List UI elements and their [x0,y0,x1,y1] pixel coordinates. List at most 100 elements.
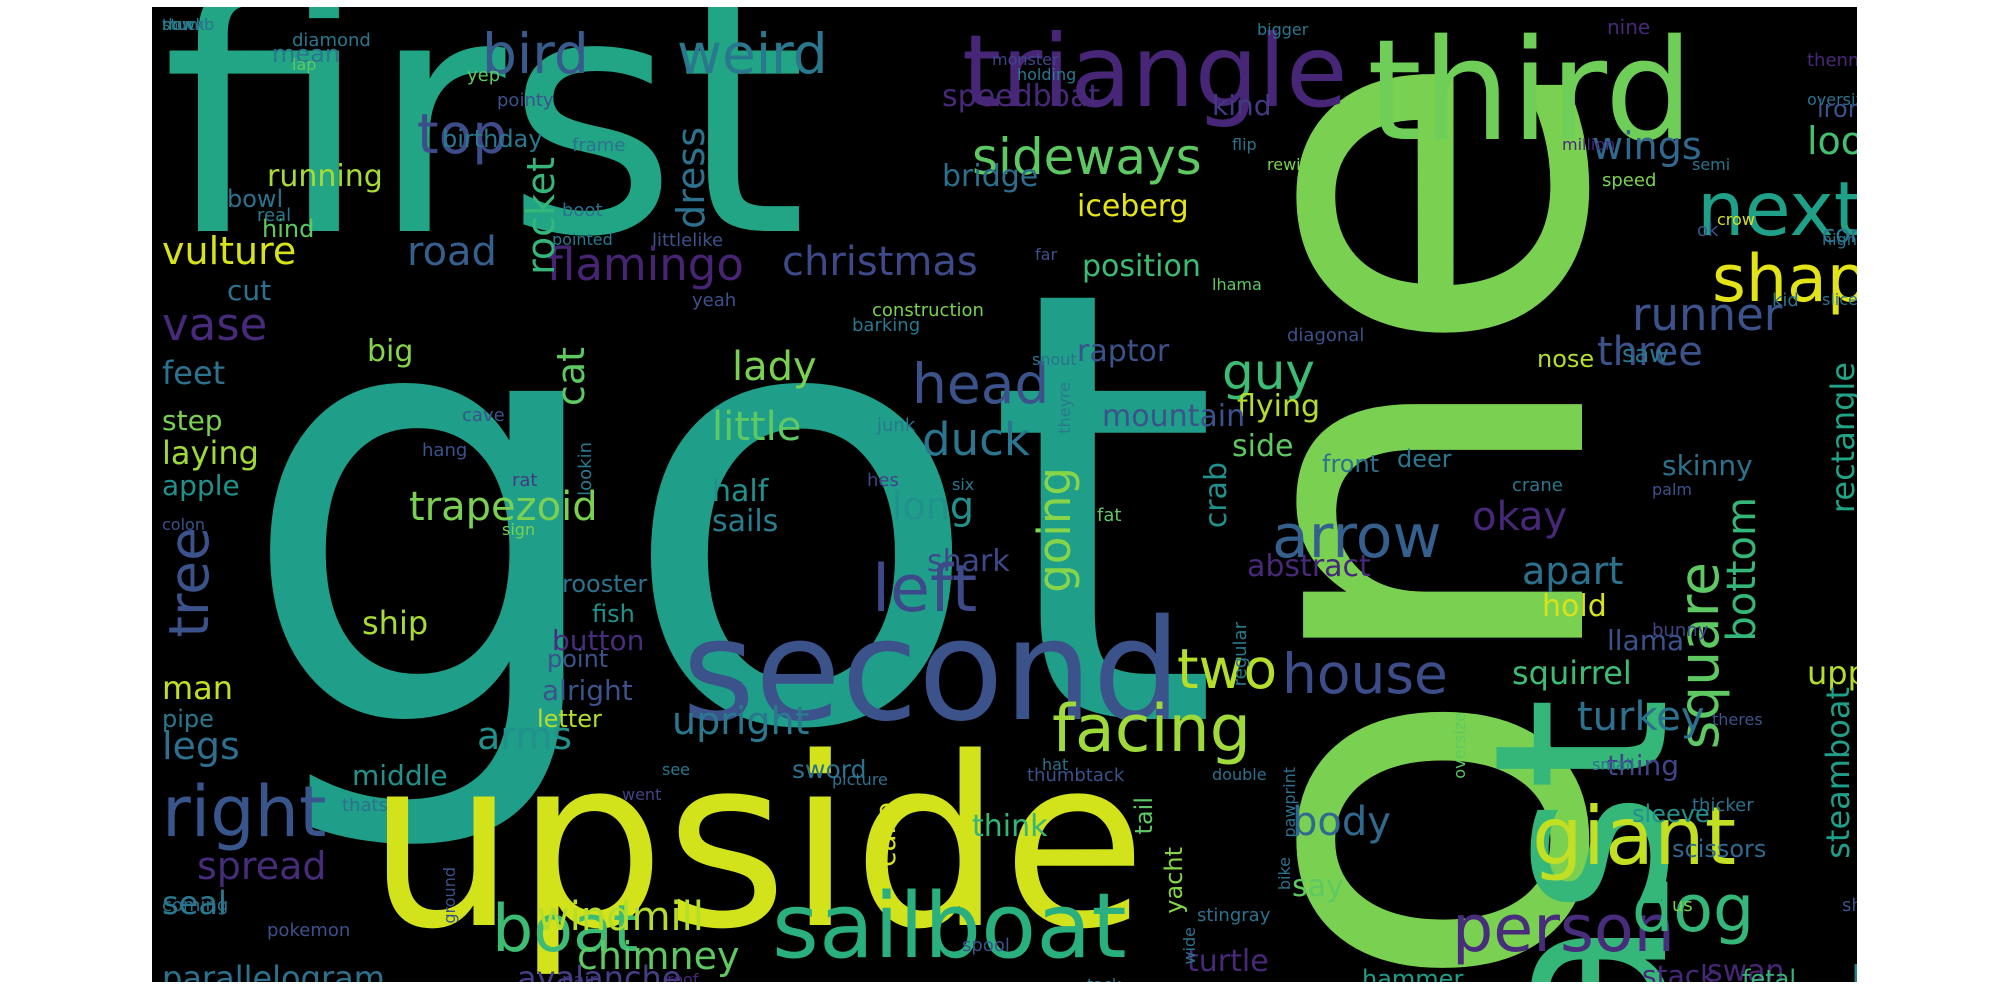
cloud-word: turtle [1187,944,1269,979]
cloud-word: avalanche [517,959,682,982]
cloud-word: fish [592,600,635,628]
cloud-word: hind [262,215,315,243]
cloud-word: scissors [1672,835,1767,863]
cloud-word: sword [792,755,867,784]
cloud-word: thicker [1692,795,1754,816]
cloud-word: double [1212,765,1267,784]
cloud-word: pointy [497,90,554,111]
cloud-word: think [972,809,1048,844]
cloud-word: upside [367,708,1147,981]
cloud-word: abstract [1247,549,1371,584]
cloud-word: us [1672,895,1693,916]
cloud-word: hat [1042,755,1069,774]
cloud-word: christmas [782,239,978,285]
cloud-word: weird [677,22,828,86]
cloud-word: big [367,334,414,369]
cloud-word: iron [1817,95,1857,123]
cloud-word: diamond [292,30,371,51]
cloud-word: colon [162,515,205,534]
cloud-word: construction [872,300,984,321]
cloud-word: mountain [1102,399,1246,434]
cloud-word: pair [562,970,597,983]
cloud-word: snout [1032,350,1077,369]
cloud-word: pointed [552,230,613,249]
cloud-word: pipe [162,705,214,733]
cloud-word: stack [1642,959,1717,983]
cloud-word: stingray [1197,905,1271,926]
cloud-word: flip [1232,135,1257,154]
cloud-word: thenmy [1807,50,1857,71]
cloud-word: cake [869,802,902,867]
cloud-word: holding [1017,65,1077,84]
cloud-word: skinny [1662,449,1753,482]
cloud-word: thumbtack [1027,765,1125,786]
cloud-word: yep [467,65,501,86]
cloud-word: nine [1607,15,1651,39]
cloud-word: far [1035,245,1058,264]
cloud-word: apple [162,469,240,502]
cloud-word: guy [1222,343,1316,401]
cloud-word: going [1028,467,1081,593]
cloud-word: mean [272,40,341,68]
cloud-word: second [682,590,1182,753]
cloud-word: kid [1772,290,1799,311]
cloud-word: seal [162,884,227,922]
cloud-word: thats [342,795,388,816]
cloud-word: raptor [1077,334,1170,369]
cloud-word: position [1082,249,1201,284]
cloud-word: step [162,404,223,437]
cloud-word: house [1282,642,1448,706]
cloud-word: turkey [1577,694,1705,740]
cloud-word: duck [922,413,1030,466]
word-cloud-panel: got one first upside last second third triangle… [152,7,1857,982]
cloud-word: giant [1532,790,1737,883]
cloud-word: sailboat [772,874,1127,979]
cloud-word: tree [157,527,221,638]
cloud-word: palm [1652,480,1692,499]
cloud-word: vulture [162,229,297,273]
cloud-word: body [1292,799,1391,845]
cloud-word: lookin [575,442,596,496]
cloud-word: frame [572,135,626,156]
cloud-word: three [1597,329,1703,375]
cloud-word: lhama [1212,275,1262,294]
cloud-word: dog [1632,872,1755,947]
cloud-word: letter [537,705,602,733]
cloud-word: fat [1097,505,1122,526]
cloud-word: middle [352,759,448,792]
cloud-word: say [1292,869,1344,904]
cloud-word: swan [1707,954,1785,983]
cloud-word: shark [927,544,1010,579]
cloud-word: left [872,552,978,627]
cloud-word: little [712,404,802,450]
cloud-word: vase [162,298,268,351]
cloud-word: pawprint [1280,767,1299,838]
cloud-word: okay [1472,494,1568,540]
cloud-word: crane [1512,475,1563,496]
cloud-word: oversized [1807,90,1857,109]
cloud-word: six [952,475,975,494]
cloud-word: slice [1822,290,1857,309]
cloud-word: barking [852,315,921,336]
cloud-word: got [237,162,1221,861]
cloud-word: kind [1212,89,1272,122]
cloud-word: wide [1180,927,1199,965]
cloud-word: tail [1130,797,1158,835]
cloud-word: went [622,785,662,804]
cloud-word: point [547,645,609,673]
cloud-word: bird [482,22,589,86]
cloud-word: bottom [1719,497,1765,642]
cloud-word: cat [549,347,593,407]
cloud-word: thing [1607,749,1680,782]
cloud-word: speedboat [942,79,1101,114]
cloud-word: third [1367,10,1694,173]
cloud-word: spread [197,844,327,888]
cloud-word: arms [477,714,573,758]
cloud-word: sign [502,520,536,539]
cloud-word: hammer [1362,965,1464,982]
cloud-word: man [162,669,234,707]
cloud-word: yeah [692,290,737,311]
cloud-word: lap [292,55,317,74]
cloud-word: facing [1052,692,1251,767]
cloud-word: road [407,229,497,275]
